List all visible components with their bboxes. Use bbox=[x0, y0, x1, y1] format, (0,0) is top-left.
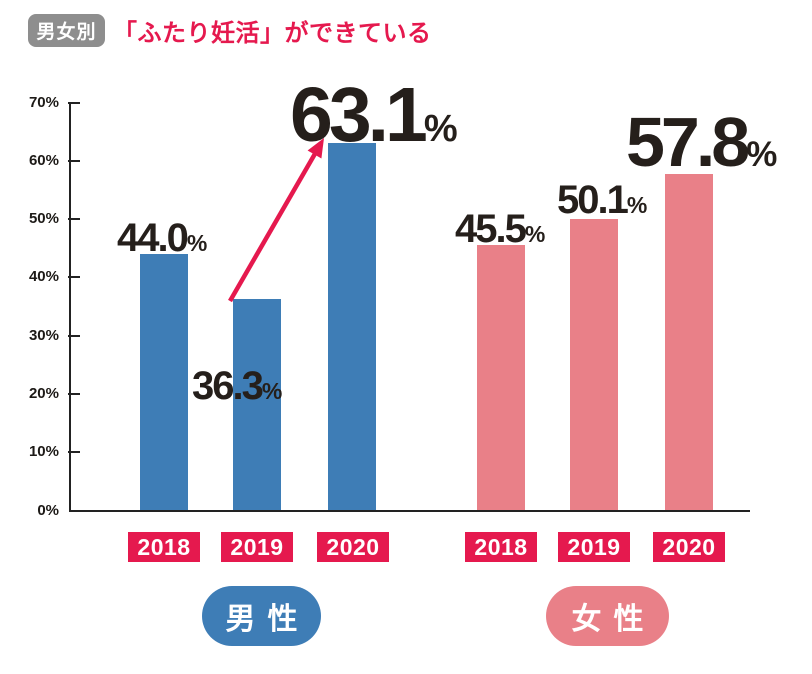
y-axis-label: 60% bbox=[28, 152, 59, 169]
value-number: 45.5 bbox=[455, 207, 527, 251]
value-number: 63.1 bbox=[290, 72, 428, 158]
bar-male-2020 bbox=[328, 143, 376, 510]
chart-header: 男女別 「ふたり妊活」ができている bbox=[28, 13, 432, 47]
x-tick-female-2020: 2020 bbox=[653, 532, 725, 562]
value-unit: % bbox=[746, 135, 778, 174]
y-axis-label: 70% bbox=[28, 94, 59, 111]
plot-area: 70% 60% 50% 40% 30% 20% 10% 0% bbox=[29, 94, 750, 519]
value-number: 57.8 bbox=[626, 103, 750, 181]
y-axis-tick bbox=[68, 218, 80, 220]
bar-male-2019 bbox=[233, 299, 281, 510]
value-unit: % bbox=[524, 221, 546, 247]
y-axis-label: 0% bbox=[37, 502, 59, 519]
value-unit: % bbox=[261, 378, 283, 404]
y-axis-label: 40% bbox=[28, 268, 59, 285]
y-axis-tick bbox=[68, 160, 80, 162]
value-number: 50.1 bbox=[557, 178, 629, 222]
y-axis-tick bbox=[68, 276, 80, 278]
value-unit: % bbox=[186, 230, 208, 256]
value-number: 44.0 bbox=[117, 216, 189, 260]
category-badge: 男女別 bbox=[28, 13, 105, 47]
y-axis-label: 10% bbox=[28, 443, 59, 460]
bar-male-2018 bbox=[140, 254, 188, 510]
y-axis-label: 20% bbox=[28, 385, 59, 402]
y-axis-tick bbox=[68, 393, 80, 395]
value-label-male-2019: 36.3% bbox=[192, 366, 282, 406]
y-axis-tick bbox=[68, 102, 80, 104]
value-number: 36.3 bbox=[192, 364, 264, 408]
value-label-male-2020: 63.1% bbox=[290, 77, 458, 154]
page-title: 「ふたり妊活」ができている bbox=[113, 19, 432, 47]
value-label-female-2019: 50.1% bbox=[557, 180, 647, 220]
value-unit: % bbox=[423, 108, 458, 150]
y-axis-label: 50% bbox=[28, 210, 59, 227]
bar-female-2018 bbox=[477, 245, 525, 510]
value-label-female-2018: 45.5% bbox=[455, 209, 545, 249]
value-unit: % bbox=[626, 192, 648, 218]
y-axis-label: 30% bbox=[28, 327, 59, 344]
x-tick-male-2018: 2018 bbox=[128, 532, 200, 562]
legend-male: 男性 bbox=[202, 586, 321, 646]
value-label-female-2020: 57.8% bbox=[626, 107, 777, 177]
bar-female-2019 bbox=[570, 219, 618, 510]
x-tick-female-2019: 2019 bbox=[558, 532, 630, 562]
x-tick-male-2019: 2019 bbox=[221, 532, 293, 562]
x-tick-male-2020: 2020 bbox=[317, 532, 389, 562]
value-label-male-2018: 44.0% bbox=[117, 218, 207, 258]
bar-female-2020 bbox=[665, 174, 713, 510]
y-axis-tick bbox=[68, 335, 80, 337]
y-axis-tick bbox=[68, 451, 80, 453]
legend-female: 女性 bbox=[546, 586, 669, 646]
x-tick-female-2018: 2018 bbox=[465, 532, 537, 562]
